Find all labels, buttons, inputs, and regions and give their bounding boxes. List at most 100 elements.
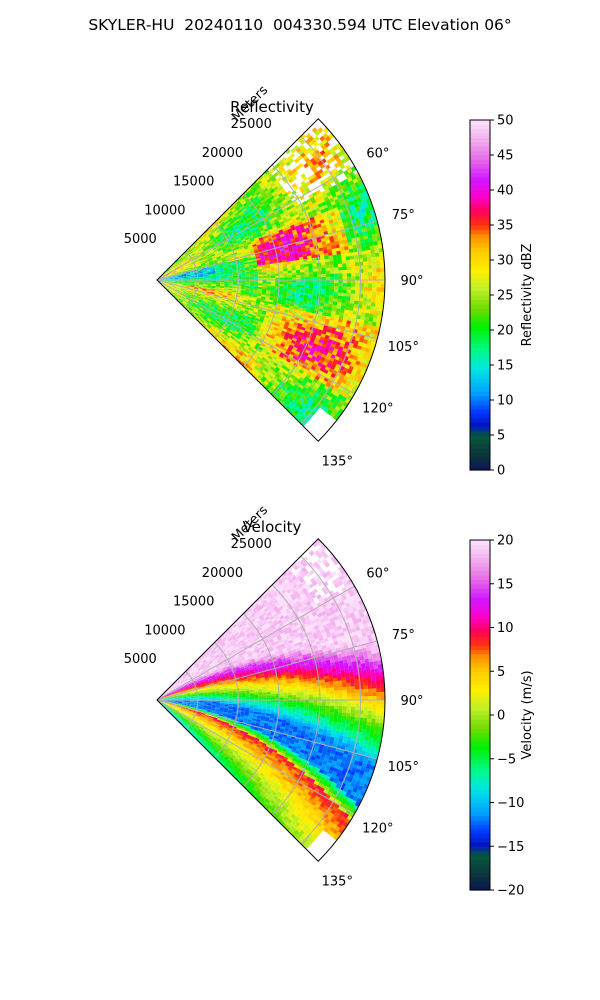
radar-gate bbox=[198, 247, 202, 251]
radar-gate bbox=[201, 292, 206, 295]
radar-gate bbox=[173, 278, 179, 280]
radar-gate bbox=[176, 288, 181, 291]
radar-gate bbox=[197, 301, 202, 305]
radar-gate bbox=[214, 251, 219, 255]
radar-gate bbox=[218, 293, 224, 296]
radar-gate bbox=[367, 268, 373, 273]
radar-gate bbox=[217, 298, 222, 301]
radar-gate bbox=[189, 268, 194, 271]
radar-gate bbox=[245, 283, 250, 285]
radar-gate bbox=[177, 275, 182, 277]
radar-gate bbox=[163, 285, 167, 288]
radar-gate bbox=[209, 261, 214, 264]
radar-gate bbox=[207, 300, 212, 304]
radar-gate bbox=[200, 262, 205, 265]
radar-gate bbox=[198, 269, 203, 272]
radar-gate bbox=[163, 284, 168, 288]
colorbar-segment bbox=[470, 277, 490, 283]
radar-gate bbox=[211, 274, 216, 277]
colorbar-segment bbox=[470, 308, 490, 314]
radar-gate bbox=[183, 292, 188, 296]
radar-gate bbox=[176, 287, 181, 290]
radar-gate bbox=[166, 268, 170, 272]
radar-gate bbox=[207, 278, 212, 280]
radar-gate bbox=[188, 256, 193, 260]
radar-gate bbox=[165, 281, 170, 283]
radar-gate bbox=[215, 274, 221, 276]
radar-gate bbox=[258, 276, 263, 279]
radar-gate bbox=[198, 299, 203, 303]
radar-gate bbox=[363, 287, 368, 292]
radar-gate bbox=[215, 303, 220, 307]
colorbar-segment bbox=[470, 264, 490, 270]
radar-gate bbox=[184, 257, 188, 261]
colorbar-segment bbox=[470, 225, 490, 230]
radar-gate bbox=[194, 299, 199, 302]
colorbar-segment bbox=[470, 343, 490, 349]
radar-gate bbox=[208, 315, 213, 319]
radar-gate bbox=[180, 297, 185, 301]
radar-gate bbox=[211, 286, 216, 289]
radar-gate bbox=[173, 281, 178, 283]
radar-gate bbox=[188, 307, 193, 312]
radar-gate bbox=[201, 264, 206, 267]
radar-gate bbox=[186, 275, 191, 277]
radar-gate bbox=[376, 287, 381, 292]
radar-gate bbox=[168, 284, 173, 287]
radar-gate bbox=[249, 281, 255, 284]
radar-gate bbox=[296, 274, 301, 278]
radar-gate bbox=[218, 264, 224, 267]
radar-gate bbox=[210, 252, 215, 256]
radar-gate bbox=[313, 274, 318, 278]
radar-gate bbox=[195, 251, 200, 255]
radar-gate bbox=[181, 260, 185, 264]
radar-gate bbox=[170, 266, 174, 270]
radar-gate bbox=[160, 282, 164, 286]
radar-gate bbox=[197, 240, 202, 244]
radar-gate bbox=[195, 305, 200, 309]
radar-gate bbox=[354, 290, 360, 295]
radar-gate bbox=[221, 259, 226, 262]
radar-gate bbox=[189, 250, 194, 254]
radar-gate bbox=[165, 277, 170, 279]
radar-gate bbox=[203, 309, 208, 313]
colorbar-tick-label: 25 bbox=[497, 289, 514, 304]
radar-gate bbox=[206, 303, 211, 306]
radar-gate bbox=[198, 315, 203, 319]
radar-gate bbox=[200, 237, 205, 242]
radar-gate bbox=[177, 294, 182, 298]
radar-gate bbox=[304, 271, 309, 275]
radar-gate bbox=[187, 302, 192, 306]
radar-gate bbox=[165, 275, 170, 278]
radar-gate bbox=[376, 268, 381, 273]
radar-gate bbox=[192, 254, 196, 257]
radar-gate bbox=[279, 273, 284, 276]
colorbar-segment bbox=[470, 334, 490, 340]
radar-gate bbox=[216, 282, 221, 284]
range-tick-label: 15000 bbox=[173, 175, 214, 190]
radar-gate bbox=[175, 259, 179, 264]
radar-gate bbox=[165, 282, 170, 285]
radar-gate bbox=[203, 308, 208, 312]
radar-gate bbox=[217, 248, 223, 252]
radar-gate bbox=[187, 264, 192, 267]
radar-gate bbox=[237, 277, 242, 279]
radar-gate bbox=[184, 266, 189, 269]
radar-gate bbox=[183, 293, 188, 296]
radar-gate bbox=[197, 265, 202, 268]
colorbar-segment bbox=[470, 360, 490, 366]
radar-gate bbox=[181, 274, 187, 276]
radar-gate bbox=[211, 256, 217, 259]
radar-gate bbox=[186, 278, 191, 279]
radar-gate bbox=[219, 267, 224, 270]
radar-gate bbox=[164, 282, 169, 285]
radar-gate bbox=[224, 272, 229, 275]
radar-gate bbox=[188, 292, 193, 295]
radar-gate bbox=[210, 313, 215, 317]
radar-gate bbox=[193, 248, 197, 252]
radar-gate bbox=[190, 274, 195, 276]
radar-gate bbox=[169, 277, 174, 279]
radar-gate bbox=[163, 285, 167, 289]
radar-gate bbox=[181, 285, 186, 288]
radar-gate bbox=[188, 249, 193, 253]
